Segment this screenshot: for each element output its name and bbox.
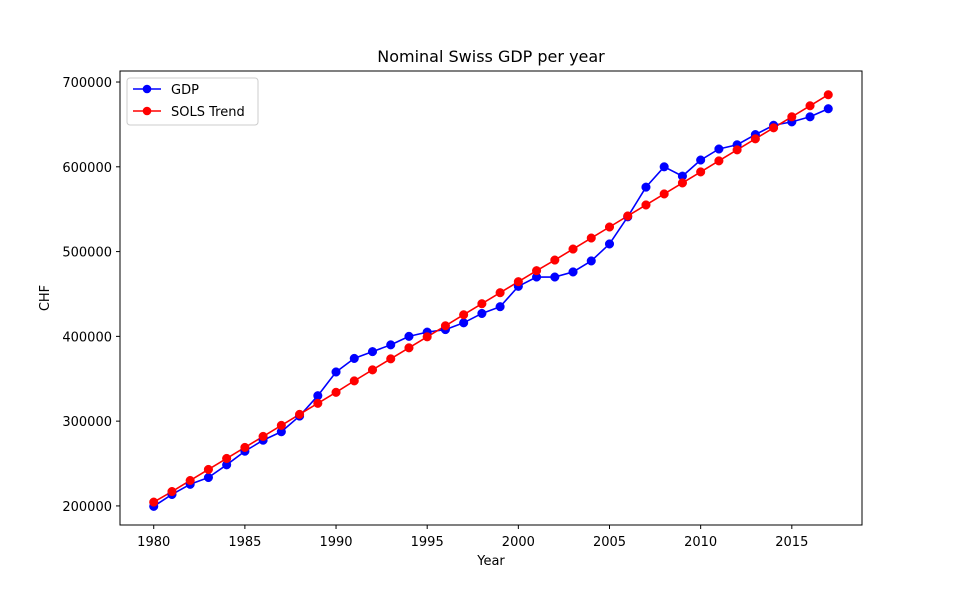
data-point-sols-trend (440, 321, 450, 331)
data-point-gdp (550, 272, 560, 282)
y-axis: 200000 300000 400000 500000 600000 700000 (62, 76, 120, 515)
data-point-gdp (604, 239, 615, 249)
data-point-sols-trend (823, 90, 833, 100)
data-point-sols-trend (532, 266, 542, 276)
data-point-sols-trend (459, 310, 469, 320)
data-point-sols-trend (349, 376, 359, 386)
data-point-gdp (805, 112, 815, 122)
x-tick-label: 2015 (775, 535, 808, 550)
data-point-sols-trend (677, 178, 687, 188)
y-axis-title: CHF (38, 285, 53, 311)
x-tick-label: 2005 (593, 535, 626, 550)
data-point-gdp (477, 308, 487, 319)
data-point-sols-trend (477, 299, 487, 309)
plot-area-frame (119, 70, 863, 526)
data-point-sols-trend (240, 442, 250, 452)
data-point-sols-trend (167, 486, 177, 497)
data-point-sols-trend (805, 101, 815, 111)
data-point-gdp (349, 353, 359, 363)
data-point-sols-trend (386, 354, 396, 364)
data-point-sols-trend (750, 134, 760, 144)
data-point-gdp (659, 162, 669, 172)
data-point-gdp (714, 144, 724, 154)
x-axis: 1980 1985 1990 1995 2000 2005 2010 2015 (137, 525, 808, 550)
data-point-sols-trend (586, 233, 596, 243)
legend-label-gdp: GDP (171, 83, 199, 98)
data-point-sols-trend (313, 398, 323, 408)
data-point-gdp (641, 182, 651, 192)
data-point-sols-trend (149, 497, 159, 507)
data-point-sols-trend (513, 277, 523, 287)
data-point-gdp (495, 302, 505, 312)
x-tick-label: 1985 (228, 535, 261, 550)
legend-label-sols-trend: SOLS Trend (171, 105, 245, 120)
data-point-gdp (586, 256, 596, 266)
y-tick-label: 500000 (62, 246, 112, 261)
x-tick-label: 1995 (411, 535, 444, 550)
data-point-sols-trend (696, 167, 706, 177)
data-point-sols-trend (604, 222, 615, 232)
data-point-sols-trend (222, 453, 232, 464)
data-point-gdp (203, 472, 213, 483)
x-tick-label: 1990 (319, 535, 352, 550)
data-point-sols-trend (495, 288, 505, 298)
data-point-gdp (313, 391, 323, 401)
x-axis-title: Year (476, 554, 505, 569)
legend: GDP SOLS Trend (126, 77, 259, 126)
data-point-sols-trend (404, 343, 414, 353)
data-point-sols-trend (331, 387, 341, 397)
data-point-gdp (696, 155, 706, 165)
data-point-sols-trend (276, 420, 286, 430)
data-point-sols-trend (258, 431, 268, 441)
data-point-sols-trend (295, 409, 305, 419)
data-point-gdp (386, 340, 396, 350)
x-tick-label: 2000 (502, 535, 535, 550)
data-point-sols-trend (769, 123, 779, 133)
y-tick-label: 700000 (62, 76, 112, 91)
data-point-sols-trend (787, 112, 797, 122)
legend-marker-gdp (142, 84, 152, 94)
data-point-gdp (459, 318, 469, 328)
data-point-gdp (823, 104, 833, 114)
data-point-sols-trend (367, 365, 378, 375)
data-point-sols-trend (659, 189, 669, 199)
data-point-gdp (367, 347, 378, 357)
data-point-sols-trend (641, 200, 651, 210)
chart-title: Nominal Swiss GDP per year (377, 47, 605, 66)
data-point-sols-trend (422, 332, 432, 342)
data-point-gdp (331, 367, 341, 377)
y-tick-label: 600000 (62, 161, 112, 176)
data-point-sols-trend (732, 145, 742, 155)
data-point-sols-trend (714, 156, 724, 166)
y-tick-label: 400000 (62, 330, 112, 345)
x-tick-label: 1980 (137, 535, 170, 550)
data-point-sols-trend (623, 211, 633, 221)
data-point-gdp (568, 267, 578, 277)
data-point-sols-trend (185, 475, 195, 486)
data-point-sols-trend (203, 464, 213, 475)
series-markers (149, 90, 833, 511)
y-tick-label: 300000 (62, 415, 112, 430)
legend-marker-sols-trend (142, 106, 152, 116)
y-tick-label: 200000 (62, 500, 112, 515)
data-point-sols-trend (568, 244, 578, 254)
data-point-gdp (404, 331, 414, 341)
data-point-sols-trend (550, 255, 560, 265)
x-tick-label: 2010 (684, 535, 717, 550)
